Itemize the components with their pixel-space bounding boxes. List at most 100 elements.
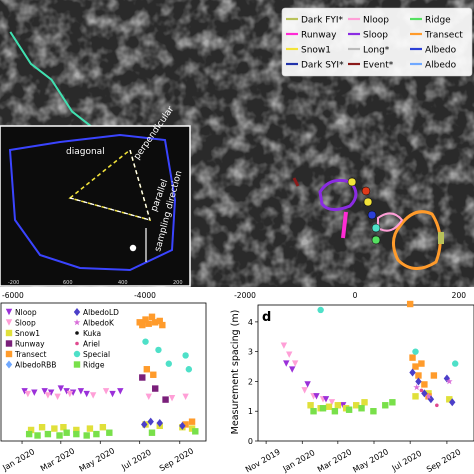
panel-d-point <box>449 398 456 407</box>
site-marker <box>367 210 377 220</box>
timeline-left-tick-label: Sep 2020 <box>158 446 195 473</box>
timeline-left-point <box>34 432 41 439</box>
timeline-left-legend-swatch <box>73 350 81 358</box>
timeline-left-point <box>139 321 146 329</box>
panel-d-point <box>412 393 419 400</box>
timeline-left-point <box>83 390 90 398</box>
panel-d-tick-label: Jul 2020 <box>390 449 424 474</box>
timeline-left-legend-swatch <box>73 361 81 368</box>
timeline-left-point <box>182 421 189 428</box>
timeline-left-point <box>182 393 189 401</box>
panel-d-letter: d <box>262 310 271 325</box>
timeline-left-point <box>21 388 28 395</box>
timeline-left-point <box>44 430 52 438</box>
panel-d-point <box>345 406 353 413</box>
timeline-left-legend-swatch <box>5 340 13 347</box>
timeline-left-point <box>51 425 58 432</box>
panel-d-point <box>310 408 317 415</box>
timeline-left-point <box>106 429 113 436</box>
panel-d-point <box>445 377 453 385</box>
timeline-left-tick-label: May 2020 <box>78 446 117 474</box>
map-legend-label: Long* <box>363 46 390 56</box>
timeline-left-point <box>60 424 67 431</box>
panel-d-y-label: Measurement spacing (m) <box>230 310 241 435</box>
timeline-left-point <box>99 424 107 431</box>
timeline-left-point <box>142 316 149 323</box>
inset-tick-label: 600 <box>63 280 73 286</box>
timeline-left-frame <box>0 302 207 442</box>
panel-d-point <box>413 383 420 391</box>
map-legend-label: Runway <box>301 31 337 41</box>
timeline-left-tick-label: Jan 2020 <box>0 447 36 473</box>
timeline-left-point <box>139 374 146 381</box>
timeline-left-legend-label: Special <box>83 350 110 359</box>
timeline-left-legend-swatch <box>5 360 13 369</box>
panel-d-point <box>328 399 336 406</box>
timeline-left-point <box>152 319 159 326</box>
timeline-left-point <box>93 430 100 438</box>
timeline-left-point <box>141 420 148 429</box>
map-legend-box <box>281 7 473 77</box>
timeline-left-point <box>142 338 149 345</box>
panel-d-point <box>425 392 432 400</box>
inset-outline <box>8 133 177 272</box>
map-legend-label: Dark SYI* <box>301 61 344 71</box>
timeline-left-point <box>145 393 152 401</box>
panel-d-point <box>322 396 330 403</box>
map-legend-label: Albedo <box>425 46 457 56</box>
site-marker <box>361 186 371 196</box>
panel-d-point <box>415 377 422 386</box>
sloop-track <box>318 178 358 211</box>
panel-d-point <box>382 402 389 409</box>
timeline-left-legend-label: Ariel <box>83 340 100 349</box>
panel-d-y-tick-label: 4 <box>248 318 253 327</box>
site-marker <box>371 235 381 245</box>
panel-d-points <box>280 300 459 415</box>
timeline-left-legend-label: AlbedoK <box>83 319 115 328</box>
timeline-left-point <box>156 419 163 428</box>
panel-d-y-tick-label: 1 <box>248 407 253 416</box>
timeline-left-point <box>182 352 189 359</box>
panel-d-point <box>317 306 324 314</box>
panel-d: d Measurement spacing (m) 0 1 2 3 4 Nov 2019… <box>230 300 474 474</box>
panel-d-tick-label: Sep 2020 <box>425 447 462 474</box>
timeline-left-point <box>66 390 74 398</box>
timeline-left-point <box>155 346 162 354</box>
timeline-left-point <box>185 366 193 373</box>
timeline-left-legend-swatch <box>5 329 13 337</box>
panel-d-point <box>301 387 308 394</box>
panel-d-y-tick-label: 3 <box>248 348 253 357</box>
map-legend-label: Dark FYI* <box>301 16 344 26</box>
panel-d-point <box>283 360 290 367</box>
map-x-tick-label: -2000 <box>234 291 256 300</box>
timeline-left-point <box>143 366 151 373</box>
map-legend-label: Sloop <box>363 31 388 41</box>
panel-d-point <box>358 405 365 412</box>
timeline-left-point <box>86 425 94 432</box>
timeline-left-point <box>54 393 61 401</box>
panel-d-tick-label: May 2020 <box>351 447 390 474</box>
panel-d-point <box>435 403 439 408</box>
panel-d-point <box>361 399 368 406</box>
panel-d-point <box>419 388 424 393</box>
panel-d-point <box>304 381 311 388</box>
timeline-left-point <box>156 317 163 325</box>
timeline-left-point <box>31 389 38 396</box>
timeline-left-legend-label: Sloop <box>15 319 36 328</box>
timeline-left-point <box>148 429 156 436</box>
timeline-left-point <box>83 432 90 439</box>
panel-d-point <box>430 372 438 379</box>
timeline-left-point <box>179 421 186 430</box>
map-legend-label: Nloop <box>363 16 389 26</box>
transect-track <box>392 210 442 270</box>
timeline-left-point <box>77 388 85 395</box>
timeline-left-point <box>165 360 172 367</box>
panel-d-point <box>353 402 360 409</box>
panel-d-point <box>313 393 320 400</box>
timeline-left-point <box>27 426 35 434</box>
map-legend-label: Snow1 <box>301 46 331 56</box>
